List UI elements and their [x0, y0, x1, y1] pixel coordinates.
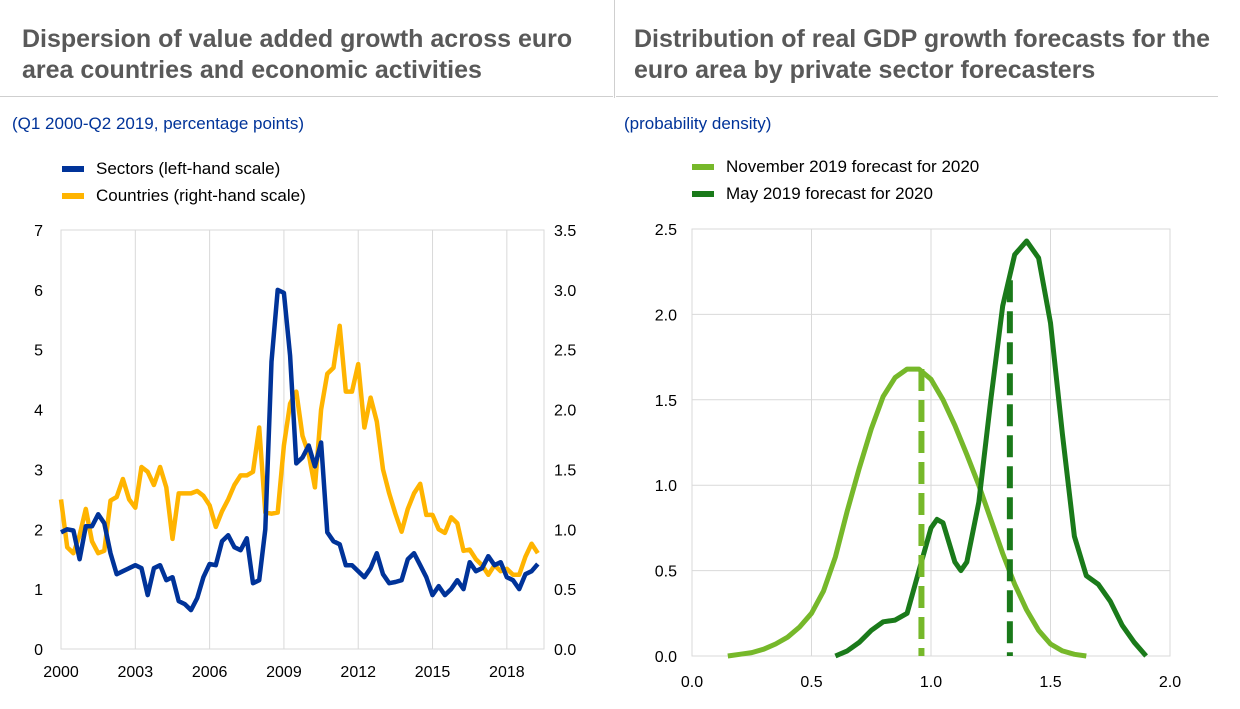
right-x-tick-label: 0.0 [681, 674, 703, 691]
legend-swatch-may [692, 191, 714, 197]
left-y-tick-label: 3 [34, 462, 43, 479]
november-density-line [727, 366, 1087, 659]
right-y-tick-label: 0.5 [554, 582, 576, 599]
left-y-tick-label: 6 [34, 283, 43, 300]
right-x-tick-label: 1.0 [920, 674, 942, 691]
right-density-chart: 0.0 0.5 1.0 1.5 2.0 0.0 0.5 1.0 1.5 2.0 2.5 [655, 222, 1181, 691]
left-y-tick-label: 2 [34, 522, 43, 539]
legend-swatch-countries [62, 193, 84, 199]
may-density-line [834, 238, 1148, 659]
left-x-tick-label: 2015 [415, 664, 451, 681]
sectors-line [60, 287, 540, 613]
countries-line [58, 323, 540, 578]
legend-item-may: May 2019 forecast for 2020 [692, 180, 1052, 207]
left-y-tick-label: 4 [34, 403, 43, 420]
right-y-tick-label: 2.5 [554, 343, 576, 360]
left-title-divider [0, 96, 613, 97]
right-x-tick-label: 1.5 [1039, 674, 1061, 691]
right-y-tick-label: 3.0 [554, 283, 576, 300]
right-y-tick-label: 0.0 [655, 649, 677, 666]
left-x-tick-label: 2012 [340, 664, 376, 681]
left-y-tick-label: 5 [34, 343, 43, 360]
left-chart-panel: Dispersion of value added growth across … [0, 0, 614, 709]
left-chart-subtitle: (Q1 2000-Q2 2019, percentage points) [12, 114, 305, 133]
right-y-tick-label: 1.5 [655, 393, 677, 410]
left-x-tick-label: 2006 [192, 664, 228, 681]
left-chart-title: Dispersion of value added growth across … [22, 25, 573, 84]
left-x-tick-label: 2000 [43, 664, 79, 681]
right-y-tick-label: 2.0 [655, 307, 677, 324]
right-x-tick-label: 0.5 [800, 674, 822, 691]
legend-label-may: May 2019 forecast for 2020 [726, 184, 933, 203]
left-line-chart: 2000 2003 2006 2009 2012 2015 2018 0 1 2 3 4 5 6 7 0.0 0… [34, 223, 576, 681]
legend-swatch-sectors [62, 166, 84, 172]
legend-item-november: November 2019 forecast for 2020 [692, 153, 1052, 180]
legend-item-countries: Countries (right-hand scale) [62, 182, 382, 209]
legend-item-sectors: Sectors (left-hand scale) [62, 155, 382, 182]
right-plot-frame [691, 228, 1171, 657]
right-chart-panel: Distribution of real GDP growth forecast… [616, 0, 1240, 709]
legend-label-november: November 2019 forecast for 2020 [726, 157, 980, 176]
panel-divider [614, 0, 615, 98]
right-title-divider [616, 96, 1218, 97]
legend-swatch-november [692, 164, 714, 170]
right-y-tick-label: 0.0 [554, 642, 576, 659]
left-chart-legend: Sectors (left-hand scale) Countries (rig… [62, 155, 382, 209]
left-x-tick-label: 2018 [489, 664, 525, 681]
right-y-tick-label: 1.5 [554, 462, 576, 479]
right-y-tick-label: 2.0 [554, 403, 576, 420]
left-y-tick-label: 1 [34, 582, 43, 599]
right-y-tick-label: 1.0 [655, 478, 677, 495]
left-x-tick-label: 2003 [118, 664, 154, 681]
left-y-tick-label: 0 [34, 642, 43, 659]
left-plot-frame [60, 229, 545, 650]
left-x-tick-label: 2009 [266, 664, 302, 681]
right-y-tick-label: 3.5 [554, 223, 576, 240]
left-y-tick-label: 7 [34, 223, 43, 240]
right-chart-title: Distribution of real GDP growth forecast… [634, 25, 1210, 84]
right-chart-subtitle: (probability density) [624, 114, 772, 133]
right-y-tick-label: 2.5 [655, 222, 677, 239]
legend-label-countries: Countries (right-hand scale) [96, 186, 306, 205]
legend-label-sectors: Sectors (left-hand scale) [96, 159, 281, 178]
right-x-tick-label: 2.0 [1159, 674, 1181, 691]
right-y-tick-label: 0.5 [655, 564, 677, 581]
right-chart-legend: November 2019 forecast for 2020 May 2019… [692, 153, 1052, 207]
right-y-tick-label: 1.0 [554, 522, 576, 539]
